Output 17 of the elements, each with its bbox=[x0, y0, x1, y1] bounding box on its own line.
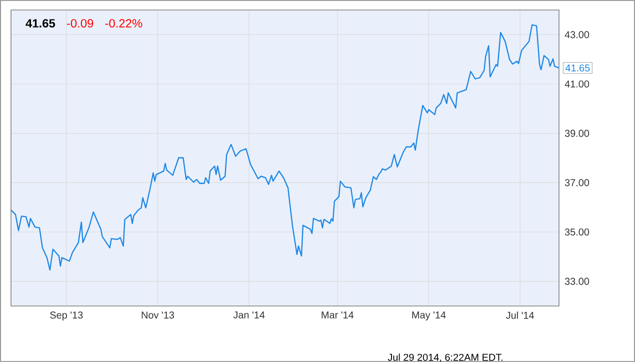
y-tick-label: 39.00 bbox=[564, 130, 590, 137]
y-tick-label: 41.00 bbox=[564, 80, 590, 88]
x-tick-label: May '14 bbox=[412, 312, 446, 320]
y-tick-label: 37.00 bbox=[564, 179, 590, 186]
x-tick-label: Nov '13 bbox=[142, 312, 174, 319]
annotation: -0.22% bbox=[105, 19, 142, 28]
x-tick-label: Jan '14 bbox=[233, 312, 265, 318]
x-tick-label: Mar '14 bbox=[322, 312, 354, 318]
annotation: -0.09 bbox=[66, 19, 94, 28]
text: Jul 29 2014, 6:22AM EDT. bbox=[388, 354, 503, 362]
y-tick-label: 33.00 bbox=[564, 278, 590, 285]
x-tick-label: Sep '13 bbox=[50, 312, 83, 321]
text: 41.65 bbox=[26, 19, 56, 28]
y-tick-label: 35.00 bbox=[564, 228, 590, 236]
x-tick-label: Jul '14 bbox=[506, 312, 534, 319]
annotation: 41.65 bbox=[565, 64, 590, 72]
y-tick-label: 43.00 bbox=[564, 31, 590, 38]
